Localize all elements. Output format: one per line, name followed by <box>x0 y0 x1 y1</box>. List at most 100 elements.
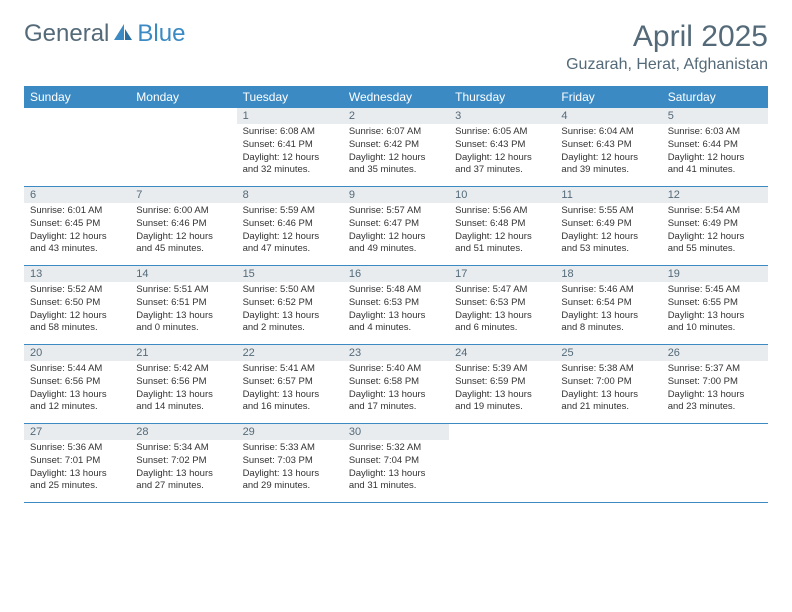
day-number: 5 <box>662 108 768 124</box>
calendar-day-cell: 30Sunrise: 5:32 AMSunset: 7:04 PMDayligh… <box>343 424 449 503</box>
day-number: 30 <box>343 424 449 440</box>
day-number: 4 <box>555 108 661 124</box>
calendar-day-cell: 5Sunrise: 6:03 AMSunset: 6:44 PMDaylight… <box>662 108 768 187</box>
calendar-week-row: 20Sunrise: 5:44 AMSunset: 6:56 PMDayligh… <box>24 345 768 424</box>
calendar-day-cell: 28Sunrise: 5:34 AMSunset: 7:02 PMDayligh… <box>130 424 236 503</box>
day-number: 3 <box>449 108 555 124</box>
calendar-week-row: 27Sunrise: 5:36 AMSunset: 7:01 PMDayligh… <box>24 424 768 503</box>
day-number: 1 <box>237 108 343 124</box>
day-number: 27 <box>24 424 130 440</box>
day-details: Sunrise: 5:44 AMSunset: 6:56 PMDaylight:… <box>24 361 130 416</box>
day-details: Sunrise: 5:56 AMSunset: 6:48 PMDaylight:… <box>449 203 555 258</box>
day-number: 2 <box>343 108 449 124</box>
calendar-table: SundayMondayTuesdayWednesdayThursdayFrid… <box>24 86 768 503</box>
calendar-day-cell: 20Sunrise: 5:44 AMSunset: 6:56 PMDayligh… <box>24 345 130 424</box>
calendar-day-cell <box>555 424 661 503</box>
day-number: 17 <box>449 266 555 282</box>
calendar-day-cell: 12Sunrise: 5:54 AMSunset: 6:49 PMDayligh… <box>662 187 768 266</box>
day-details: Sunrise: 6:07 AMSunset: 6:42 PMDaylight:… <box>343 124 449 179</box>
day-details: Sunrise: 5:46 AMSunset: 6:54 PMDaylight:… <box>555 282 661 337</box>
calendar-week-row: 1Sunrise: 6:08 AMSunset: 6:41 PMDaylight… <box>24 108 768 187</box>
day-details: Sunrise: 5:38 AMSunset: 7:00 PMDaylight:… <box>555 361 661 416</box>
day-details: Sunrise: 5:51 AMSunset: 6:51 PMDaylight:… <box>130 282 236 337</box>
day-number: 18 <box>555 266 661 282</box>
day-header-row: SundayMondayTuesdayWednesdayThursdayFrid… <box>24 86 768 108</box>
day-details: Sunrise: 5:54 AMSunset: 6:49 PMDaylight:… <box>662 203 768 258</box>
day-number: 6 <box>24 187 130 203</box>
calendar-day-cell: 22Sunrise: 5:41 AMSunset: 6:57 PMDayligh… <box>237 345 343 424</box>
day-header: Friday <box>555 86 661 108</box>
day-header: Sunday <box>24 86 130 108</box>
day-number: 25 <box>555 345 661 361</box>
month-title: April 2025 <box>566 20 768 54</box>
day-number: 16 <box>343 266 449 282</box>
calendar-day-cell: 29Sunrise: 5:33 AMSunset: 7:03 PMDayligh… <box>237 424 343 503</box>
day-details: Sunrise: 6:04 AMSunset: 6:43 PMDaylight:… <box>555 124 661 179</box>
day-number: 13 <box>24 266 130 282</box>
calendar-day-cell: 4Sunrise: 6:04 AMSunset: 6:43 PMDaylight… <box>555 108 661 187</box>
title-block: April 2025 Guzarah, Herat, Afghanistan <box>566 20 768 74</box>
day-number: 11 <box>555 187 661 203</box>
day-details: Sunrise: 5:48 AMSunset: 6:53 PMDaylight:… <box>343 282 449 337</box>
calendar-day-cell: 16Sunrise: 5:48 AMSunset: 6:53 PMDayligh… <box>343 266 449 345</box>
day-number: 19 <box>662 266 768 282</box>
calendar-day-cell <box>662 424 768 503</box>
day-details: Sunrise: 5:40 AMSunset: 6:58 PMDaylight:… <box>343 361 449 416</box>
calendar-day-cell: 11Sunrise: 5:55 AMSunset: 6:49 PMDayligh… <box>555 187 661 266</box>
brand-logo: General Blue <box>24 20 185 48</box>
day-header: Saturday <box>662 86 768 108</box>
day-details: Sunrise: 6:05 AMSunset: 6:43 PMDaylight:… <box>449 124 555 179</box>
calendar-day-cell: 6Sunrise: 6:01 AMSunset: 6:45 PMDaylight… <box>24 187 130 266</box>
calendar-day-cell: 23Sunrise: 5:40 AMSunset: 6:58 PMDayligh… <box>343 345 449 424</box>
day-number: 29 <box>237 424 343 440</box>
day-number: 22 <box>237 345 343 361</box>
day-details: Sunrise: 5:32 AMSunset: 7:04 PMDaylight:… <box>343 440 449 495</box>
day-header: Thursday <box>449 86 555 108</box>
brand-part2: Blue <box>137 20 185 48</box>
day-details: Sunrise: 5:41 AMSunset: 6:57 PMDaylight:… <box>237 361 343 416</box>
calendar-day-cell: 26Sunrise: 5:37 AMSunset: 7:00 PMDayligh… <box>662 345 768 424</box>
calendar-day-cell: 10Sunrise: 5:56 AMSunset: 6:48 PMDayligh… <box>449 187 555 266</box>
day-number: 9 <box>343 187 449 203</box>
day-number: 21 <box>130 345 236 361</box>
calendar-day-cell: 8Sunrise: 5:59 AMSunset: 6:46 PMDaylight… <box>237 187 343 266</box>
brand-part1: General <box>24 20 109 48</box>
day-number: 14 <box>130 266 236 282</box>
calendar-day-cell: 18Sunrise: 5:46 AMSunset: 6:54 PMDayligh… <box>555 266 661 345</box>
calendar-week-row: 13Sunrise: 5:52 AMSunset: 6:50 PMDayligh… <box>24 266 768 345</box>
day-number: 26 <box>662 345 768 361</box>
day-header: Monday <box>130 86 236 108</box>
page-header: General Blue April 2025 Guzarah, Herat, … <box>24 20 768 74</box>
calendar-body: 1Sunrise: 6:08 AMSunset: 6:41 PMDaylight… <box>24 108 768 503</box>
day-header: Tuesday <box>237 86 343 108</box>
calendar-day-cell: 14Sunrise: 5:51 AMSunset: 6:51 PMDayligh… <box>130 266 236 345</box>
calendar-day-cell: 21Sunrise: 5:42 AMSunset: 6:56 PMDayligh… <box>130 345 236 424</box>
calendar-day-cell: 24Sunrise: 5:39 AMSunset: 6:59 PMDayligh… <box>449 345 555 424</box>
day-details: Sunrise: 5:45 AMSunset: 6:55 PMDaylight:… <box>662 282 768 337</box>
calendar-day-cell: 3Sunrise: 6:05 AMSunset: 6:43 PMDaylight… <box>449 108 555 187</box>
day-details: Sunrise: 5:55 AMSunset: 6:49 PMDaylight:… <box>555 203 661 258</box>
day-number: 23 <box>343 345 449 361</box>
location-text: Guzarah, Herat, Afghanistan <box>566 56 768 74</box>
day-number: 8 <box>237 187 343 203</box>
day-details: Sunrise: 5:39 AMSunset: 6:59 PMDaylight:… <box>449 361 555 416</box>
calendar-day-cell: 13Sunrise: 5:52 AMSunset: 6:50 PMDayligh… <box>24 266 130 345</box>
calendar-day-cell: 2Sunrise: 6:07 AMSunset: 6:42 PMDaylight… <box>343 108 449 187</box>
calendar-day-cell: 7Sunrise: 6:00 AMSunset: 6:46 PMDaylight… <box>130 187 236 266</box>
day-details: Sunrise: 6:08 AMSunset: 6:41 PMDaylight:… <box>237 124 343 179</box>
day-details: Sunrise: 5:47 AMSunset: 6:53 PMDaylight:… <box>449 282 555 337</box>
day-details: Sunrise: 5:57 AMSunset: 6:47 PMDaylight:… <box>343 203 449 258</box>
day-header: Wednesday <box>343 86 449 108</box>
day-details: Sunrise: 5:59 AMSunset: 6:46 PMDaylight:… <box>237 203 343 258</box>
day-details: Sunrise: 6:00 AMSunset: 6:46 PMDaylight:… <box>130 203 236 258</box>
day-number: 12 <box>662 187 768 203</box>
calendar-day-cell <box>24 108 130 187</box>
day-details: Sunrise: 5:36 AMSunset: 7:01 PMDaylight:… <box>24 440 130 495</box>
day-details: Sunrise: 6:01 AMSunset: 6:45 PMDaylight:… <box>24 203 130 258</box>
brand-sail-icon <box>113 20 133 48</box>
calendar-day-cell: 27Sunrise: 5:36 AMSunset: 7:01 PMDayligh… <box>24 424 130 503</box>
day-number: 10 <box>449 187 555 203</box>
calendar-week-row: 6Sunrise: 6:01 AMSunset: 6:45 PMDaylight… <box>24 187 768 266</box>
day-details: Sunrise: 6:03 AMSunset: 6:44 PMDaylight:… <box>662 124 768 179</box>
calendar-day-cell: 17Sunrise: 5:47 AMSunset: 6:53 PMDayligh… <box>449 266 555 345</box>
